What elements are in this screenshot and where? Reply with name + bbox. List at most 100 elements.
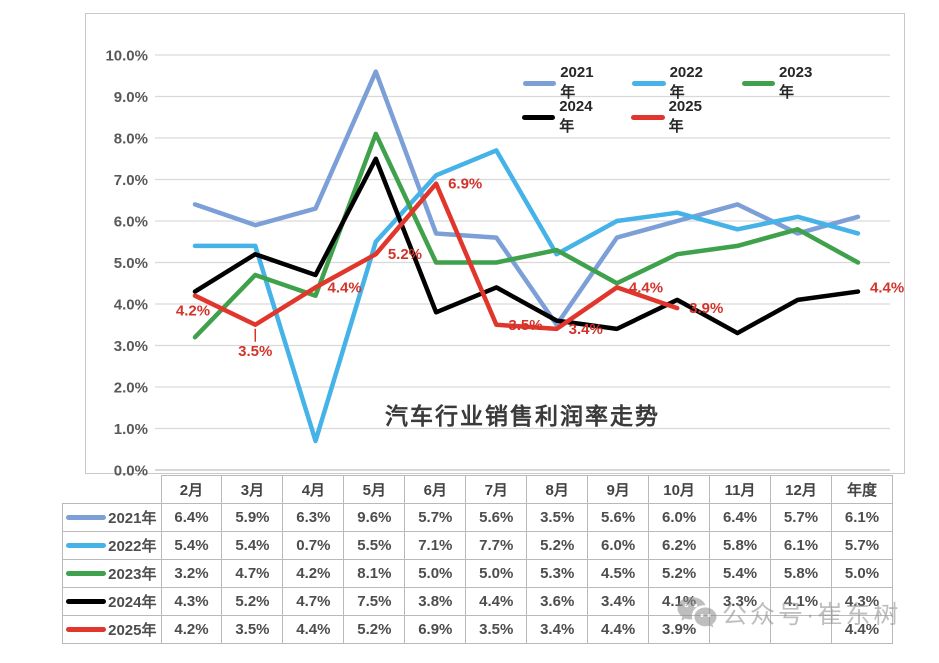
series-line-2025年 bbox=[192, 181, 680, 332]
table-cell: 6.0% bbox=[648, 503, 711, 532]
profit-margin-table: 2月 3月 4月 5月 6月 7月 8月 9月 10月 11月 12月 年度 2021年 6.4% 5.9%… bbox=[62, 475, 894, 644]
table-cell: 7.1% bbox=[404, 531, 467, 560]
row-label-cell: 2021年 bbox=[62, 503, 162, 532]
legend-label: 2024年 bbox=[559, 98, 593, 135]
table-cell: 6.4% bbox=[160, 503, 223, 532]
y-axis-tick-label: 8.0% bbox=[114, 131, 148, 148]
data-label-8月: 3.4% bbox=[569, 321, 603, 338]
y-axis-tick-label: 10.0% bbox=[105, 48, 148, 65]
row-label-cell: 2023年 bbox=[62, 559, 162, 588]
data-label-7月: 3.5% bbox=[508, 317, 542, 334]
table-cell: 4.4% bbox=[282, 615, 345, 644]
table-cell: 5.2% bbox=[526, 531, 589, 560]
legend-item-2025年: 2025年 bbox=[631, 98, 708, 136]
table-cell: 5.8% bbox=[709, 531, 772, 560]
table-cell: 6.4% bbox=[709, 503, 772, 532]
y-axis-tick-label: 4.0% bbox=[114, 297, 148, 314]
table-cell: 5.2% bbox=[221, 587, 284, 616]
legend-line-swatch bbox=[631, 114, 665, 120]
row-label-cell: 2022年 bbox=[62, 531, 162, 560]
table-cell: 4.5% bbox=[587, 559, 650, 588]
legend-row: 2024年 2025年 bbox=[522, 98, 709, 136]
legend-label: 2025年 bbox=[668, 98, 702, 135]
y-axis-tick-label: 9.0% bbox=[114, 89, 148, 106]
data-label-10月: 3.9% bbox=[689, 300, 723, 317]
table-cell: 5.5% bbox=[343, 531, 406, 560]
table-header-年度: 年度 bbox=[830, 475, 894, 504]
table-cell: 3.4% bbox=[526, 615, 589, 644]
data-label-5月: 5.2% bbox=[388, 246, 422, 263]
table-header-7月: 7月 bbox=[465, 475, 528, 504]
data-label-3月: 3.5% bbox=[238, 343, 272, 360]
table-cell: 6.1% bbox=[770, 531, 832, 560]
table-cell: 4.4% bbox=[465, 587, 528, 616]
table-cell: 5.4% bbox=[221, 531, 284, 560]
table-cell: 4.7% bbox=[221, 559, 284, 588]
table-cell: 5.0% bbox=[465, 559, 528, 588]
table-cell: 5.3% bbox=[526, 559, 589, 588]
y-axis-tick-label: 1.0% bbox=[114, 421, 148, 438]
row-label: 2025年 bbox=[108, 622, 157, 639]
table-cell: 5.7% bbox=[830, 531, 894, 560]
table-header-6月: 6月 bbox=[404, 475, 467, 504]
data-label-9月: 4.4% bbox=[629, 279, 663, 296]
y-axis-tick-label: 2.0% bbox=[114, 380, 148, 397]
data-label-6月: 6.9% bbox=[448, 176, 482, 193]
legend-label: 2022年 bbox=[669, 64, 703, 101]
table-cell: 4.3% bbox=[830, 587, 894, 616]
data-label-4月: 4.4% bbox=[328, 279, 362, 296]
table-cell: 0.7% bbox=[282, 531, 345, 560]
table-cell: 5.0% bbox=[830, 559, 894, 588]
y-axis-tick-label: 3.0% bbox=[114, 338, 148, 355]
table-header-12月: 12月 bbox=[770, 475, 832, 504]
table-cell: 4.4% bbox=[830, 615, 894, 644]
table-cell: 4.1% bbox=[770, 587, 832, 616]
table-cell: 9.6% bbox=[343, 503, 406, 532]
table-cell: 4.7% bbox=[282, 587, 345, 616]
table-cell: 3.3% bbox=[709, 587, 772, 616]
chart-title: 汽车行业销售利润率走势 bbox=[385, 403, 660, 429]
series-line-2022年 bbox=[192, 148, 861, 444]
row-line-swatch bbox=[66, 599, 107, 604]
table-row-2021年: 2021年 6.4% 5.9% 6.3% 9.6% 5.7% 5.6% 3.5% 5.6% 6.0… bbox=[62, 503, 894, 532]
table-header-2月: 2月 bbox=[160, 475, 223, 504]
table-cell: 6.3% bbox=[282, 503, 345, 532]
table-cell: 7.7% bbox=[465, 531, 528, 560]
table-header-11月: 11月 bbox=[709, 475, 772, 504]
profit-margin-line-chart: 10.0% 9.0% 8.0% 7.0% 6.0% 5.0% 4.0% 3.0% 2.0% 1.0… bbox=[105, 48, 904, 480]
row-label: 2022年 bbox=[108, 538, 157, 555]
table-cell: 3.2% bbox=[160, 559, 223, 588]
table-cell: 4.2% bbox=[282, 559, 345, 588]
table-cell: 3.5% bbox=[465, 615, 528, 644]
table-cell: 5.6% bbox=[587, 503, 650, 532]
table-corner-cell bbox=[63, 476, 162, 504]
table-cell: 5.7% bbox=[404, 503, 467, 532]
table-cell: 5.9% bbox=[221, 503, 284, 532]
table-header-9月: 9月 bbox=[587, 475, 650, 504]
data-label-2月: 4.2% bbox=[176, 303, 210, 320]
table-cell: 6.0% bbox=[587, 531, 650, 560]
table-cell: 5.6% bbox=[465, 503, 528, 532]
legend-item-2022年: 2022年 bbox=[632, 64, 709, 102]
row-line-swatch bbox=[66, 627, 107, 632]
table-header-3月: 3月 bbox=[221, 475, 284, 504]
series-line-2021年 bbox=[192, 69, 861, 327]
table-cell: 7.5% bbox=[343, 587, 406, 616]
y-axis-tick-label: 6.0% bbox=[114, 214, 148, 231]
table-row-2024年: 2024年 4.3% 5.2% 4.7% 7.5% 3.8% 4.4% 3.6% 3.4% 4.1… bbox=[62, 587, 894, 616]
legend-line-swatch bbox=[523, 80, 557, 86]
table-cell bbox=[770, 615, 832, 644]
table-cell: 5.2% bbox=[343, 615, 406, 644]
table-cell: 5.0% bbox=[404, 559, 467, 588]
table-cell: 5.2% bbox=[648, 559, 711, 588]
y-axis-tick-label: 5.0% bbox=[114, 255, 148, 272]
table-header-5月: 5月 bbox=[343, 475, 406, 504]
table-row-2022年: 2022年 5.4% 5.4% 0.7% 5.5% 7.1% 7.7% 5.2% 6.0% 6.2… bbox=[62, 531, 894, 560]
table-cell: 5.7% bbox=[770, 503, 832, 532]
legend-item-2023年: 2023年 bbox=[741, 64, 819, 102]
row-label: 2021年 bbox=[108, 510, 157, 527]
table-cell: 3.6% bbox=[526, 587, 589, 616]
row-label-cell: 2024年 bbox=[62, 587, 162, 616]
table-row-2023年: 2023年 3.2% 4.7% 4.2% 8.1% 5.0% 5.0% 5.3% 4.5% 5.2… bbox=[62, 559, 894, 588]
legend-line-swatch bbox=[522, 114, 556, 120]
